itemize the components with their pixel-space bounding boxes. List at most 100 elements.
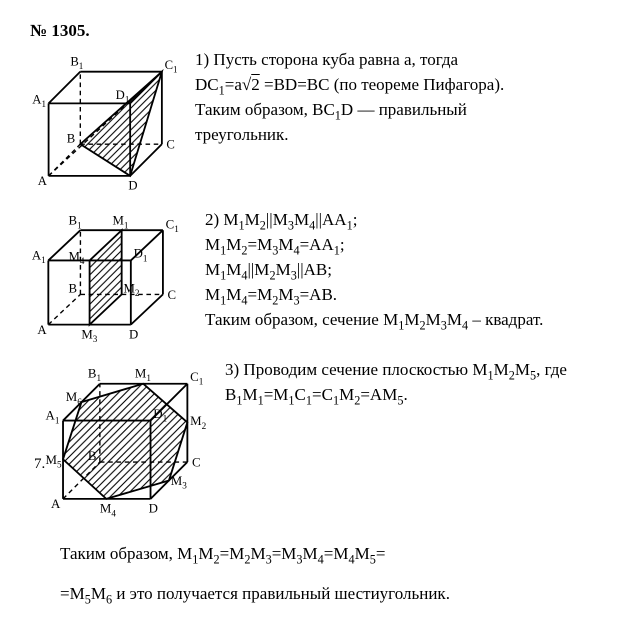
part-3: 7. bbox=[30, 359, 596, 526]
svg-text:C: C bbox=[166, 138, 174, 152]
left-marker: 7. bbox=[34, 454, 45, 474]
svg-text:D: D bbox=[129, 327, 138, 341]
t: =AB. bbox=[300, 285, 337, 304]
t: =C bbox=[312, 385, 333, 404]
t: M bbox=[494, 360, 509, 379]
t: =M bbox=[324, 544, 349, 563]
t: ||M bbox=[266, 210, 288, 229]
svg-text:M3: M3 bbox=[171, 474, 187, 491]
svg-text:A1: A1 bbox=[46, 408, 60, 425]
t: M bbox=[355, 544, 370, 563]
svg-text:A: A bbox=[51, 497, 61, 511]
sqrt: √2 bbox=[242, 75, 260, 94]
t: M bbox=[278, 235, 293, 254]
diagram-3: A D C B A1 B1 C1 D1 M1 M2 M3 M4 M5 M6 bbox=[40, 359, 215, 526]
svg-text:B: B bbox=[88, 449, 97, 463]
part-3-text: 3) Проводим сечение плоскостью M1M2M5, г… bbox=[225, 359, 596, 409]
t: M bbox=[515, 360, 530, 379]
t: C bbox=[295, 385, 306, 404]
t: M bbox=[91, 584, 106, 603]
svg-text:C1: C1 bbox=[165, 58, 178, 75]
t: =M bbox=[248, 285, 273, 304]
t: =M bbox=[264, 385, 289, 404]
t: 2) M bbox=[205, 210, 239, 229]
t: M bbox=[250, 544, 265, 563]
t: M bbox=[245, 210, 260, 229]
t: M bbox=[205, 235, 220, 254]
t: M bbox=[226, 260, 241, 279]
t: M bbox=[205, 285, 220, 304]
svg-text:C: C bbox=[192, 455, 201, 469]
svg-text:M6: M6 bbox=[66, 390, 82, 407]
svg-text:B: B bbox=[67, 131, 75, 145]
svg-text:D1: D1 bbox=[134, 247, 148, 264]
t: M bbox=[226, 285, 241, 304]
svg-text:A: A bbox=[37, 323, 47, 337]
part-2: A D C B A1 B1 C1 D1 M1 M2 M3 M4 2) M1M2|… bbox=[30, 209, 596, 351]
t: M bbox=[226, 235, 241, 254]
t: M bbox=[276, 260, 291, 279]
svg-text:A1: A1 bbox=[32, 248, 46, 265]
diagram-1: A D C B A1 B1 C1 D1 bbox=[30, 49, 185, 201]
p1-l3: Таким образом, BC bbox=[195, 100, 335, 119]
t: =M bbox=[60, 584, 85, 603]
svg-text:A1: A1 bbox=[32, 92, 46, 109]
t: = bbox=[376, 544, 386, 563]
t: =AM bbox=[360, 385, 397, 404]
part-2-text: 2) M1M2||M3M4||AA1; M1M2=M3M4=AA1; M1M4|… bbox=[205, 209, 596, 334]
t: M bbox=[447, 310, 462, 329]
problem-number: № 1305. bbox=[30, 20, 596, 43]
p1-l4: треугольник. bbox=[195, 125, 289, 144]
p1-l2c: =BD=BC (по теореме Пифагора). bbox=[260, 75, 505, 94]
t: Таким образом, сечение M bbox=[205, 310, 398, 329]
conclusion: Таким образом, M1M2=M2M3=M3M4=M4M5= =M5M… bbox=[60, 543, 566, 606]
p1-l2a: DC bbox=[195, 75, 219, 94]
t: =AA bbox=[300, 235, 334, 254]
svg-text:C1: C1 bbox=[190, 370, 204, 387]
t: . bbox=[403, 385, 407, 404]
part-1: A D C B A1 B1 C1 D1 1) Пусть сторона куб… bbox=[30, 49, 596, 201]
t: M bbox=[426, 310, 441, 329]
t: B bbox=[225, 385, 236, 404]
svg-text:D1: D1 bbox=[116, 88, 130, 105]
svg-text:B1: B1 bbox=[88, 366, 102, 383]
t: M bbox=[278, 285, 293, 304]
p1-l1: 1) Пусть сторона куба равна a, тогда bbox=[195, 50, 458, 69]
t: Таким образом, M bbox=[60, 544, 192, 563]
t: – квадрат. bbox=[468, 310, 543, 329]
t: ||M bbox=[248, 260, 270, 279]
t: M bbox=[404, 310, 419, 329]
t: , где bbox=[536, 360, 567, 379]
t: 3) Проводим сечение плоскостью M bbox=[225, 360, 488, 379]
t: M bbox=[242, 385, 257, 404]
svg-text:B1: B1 bbox=[69, 214, 83, 231]
svg-text:M2: M2 bbox=[190, 414, 206, 431]
t: =M bbox=[272, 544, 297, 563]
t: M bbox=[303, 544, 318, 563]
t: M bbox=[205, 260, 220, 279]
svg-text:B: B bbox=[69, 281, 78, 295]
p1-l2b: =a bbox=[225, 75, 242, 94]
svg-text:A: A bbox=[38, 174, 48, 188]
t: =M bbox=[248, 235, 273, 254]
svg-text:M1: M1 bbox=[113, 214, 129, 231]
svg-text:D: D bbox=[149, 501, 158, 515]
t: и это получается правильный шестиугольни… bbox=[112, 584, 450, 603]
svg-text:C1: C1 bbox=[166, 217, 180, 234]
svg-text:M5: M5 bbox=[46, 453, 62, 470]
t: M bbox=[198, 544, 213, 563]
svg-text:M4: M4 bbox=[69, 249, 85, 266]
svg-text:M3: M3 bbox=[81, 327, 97, 344]
svg-text:M4: M4 bbox=[100, 501, 116, 518]
t: M bbox=[294, 210, 309, 229]
sqrt-radicand: 2 bbox=[251, 75, 260, 94]
t: ; bbox=[353, 210, 358, 229]
p1-l3b: D — правильный bbox=[341, 100, 467, 119]
t: M bbox=[339, 385, 354, 404]
t: =M bbox=[220, 544, 245, 563]
svg-text:M1: M1 bbox=[135, 366, 151, 383]
svg-text:B1: B1 bbox=[70, 54, 83, 71]
t: ||AA bbox=[315, 210, 346, 229]
diagram-2: A D C B A1 B1 C1 D1 M1 M2 M3 M4 bbox=[30, 209, 195, 351]
svg-text:C: C bbox=[168, 288, 177, 302]
